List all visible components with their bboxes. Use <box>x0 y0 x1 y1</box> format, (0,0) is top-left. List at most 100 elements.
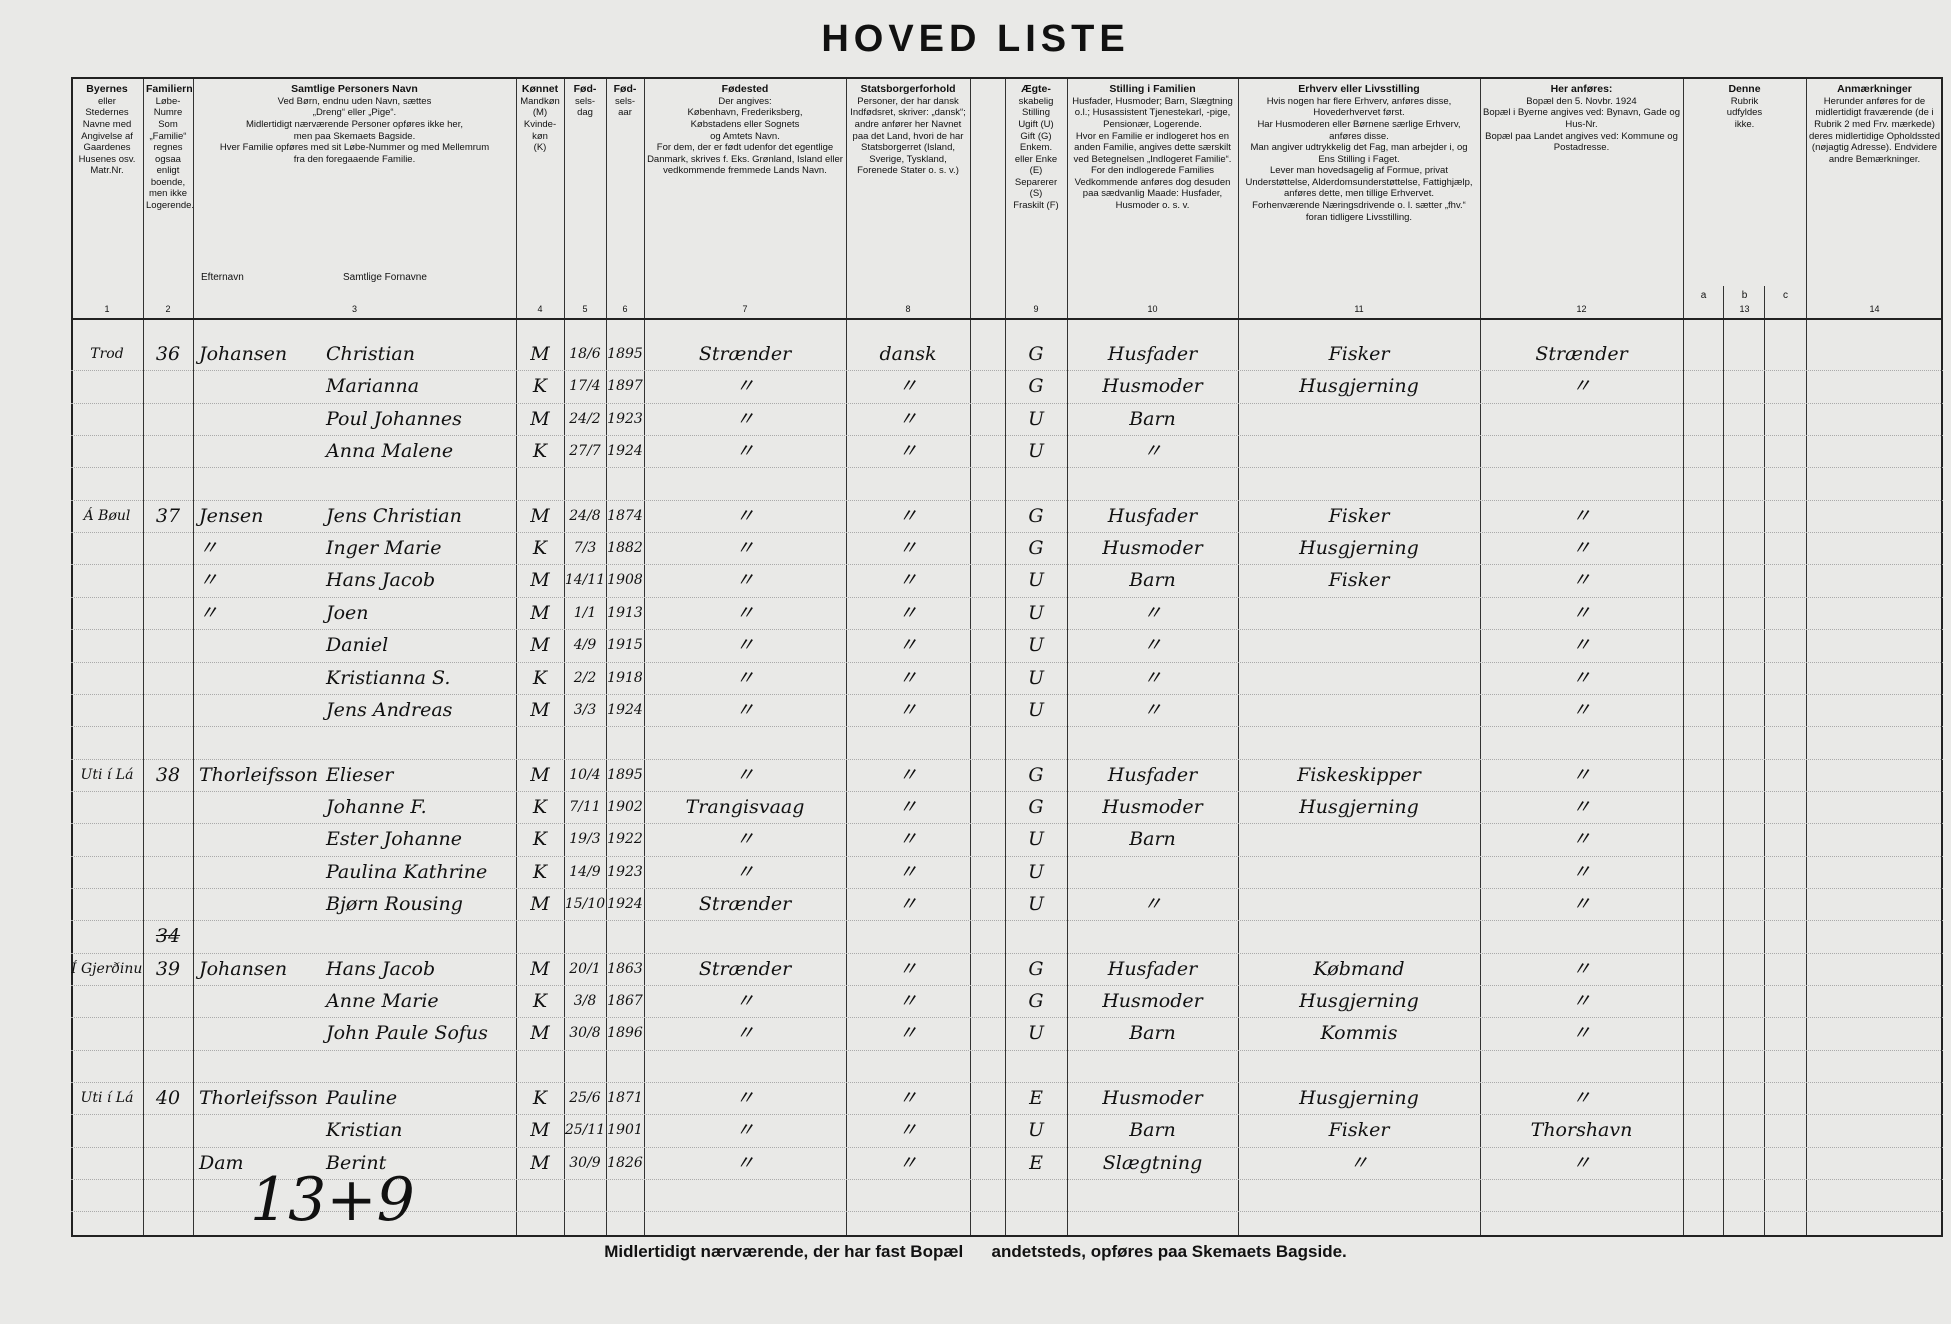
birthplace: 〃 <box>735 601 755 624</box>
family-position: Husfader <box>1107 957 1198 980</box>
row-line <box>71 564 1943 566</box>
birth-year: 1918 <box>607 669 643 686</box>
sex: K <box>532 795 548 818</box>
birthplace: 〃 <box>735 537 755 560</box>
marital-status: G <box>1028 375 1044 398</box>
sex: K <box>532 990 548 1012</box>
birth-year: 1874 <box>607 507 643 524</box>
row-line <box>71 920 1943 922</box>
citizenship: 〃 <box>898 698 918 721</box>
sex: K <box>532 537 548 560</box>
family-position: Husmoder <box>1102 1087 1203 1110</box>
marital-status: U <box>1027 892 1044 915</box>
birthplace: 〃 <box>735 375 755 398</box>
birthplace: Strænder <box>698 957 792 980</box>
residence: 〃 <box>1571 375 1591 398</box>
birthplace: 〃 <box>735 990 755 1012</box>
birthplace: 〃 <box>735 569 755 592</box>
marital-status: U <box>1027 440 1044 463</box>
residence: 〃 <box>1571 1151 1591 1174</box>
marital-status: U <box>1027 634 1044 657</box>
row-line <box>71 1146 1943 1148</box>
residence: 〃 <box>1571 892 1591 915</box>
row-line <box>71 1211 1943 1213</box>
column-line <box>1723 286 1724 1235</box>
citizenship: 〃 <box>898 569 918 592</box>
column-line <box>606 79 607 1235</box>
given-names: Anne Marie <box>326 990 439 1012</box>
residence: 〃 <box>1571 666 1591 689</box>
occupation: Fisker <box>1328 504 1390 527</box>
citizenship: 〃 <box>898 828 918 851</box>
column-header: Denne Rubrik udfyldes ikke. <box>1726 83 1763 130</box>
family-number: 37 <box>155 504 181 527</box>
row-line <box>71 1179 1943 1181</box>
occupation: Kommis <box>1320 1022 1398 1045</box>
residence: 〃 <box>1571 569 1591 592</box>
occupation: Husgjerning <box>1299 375 1419 398</box>
row-line <box>71 499 1943 501</box>
birth-year: 1882 <box>607 540 643 557</box>
birth-day: 7/11 <box>569 798 601 815</box>
residence: 〃 <box>1571 860 1591 883</box>
surname: Johansen <box>199 957 288 980</box>
marital-status: U <box>1027 828 1044 851</box>
column-header: Fød- sels- aar <box>613 83 637 119</box>
column-header: Familiernes Løbe- Numre Som „Familie“ re… <box>146 83 193 211</box>
birth-day: 14/11 <box>564 572 606 589</box>
birth-day: 2/2 <box>573 669 597 686</box>
place-cell: Trod <box>90 346 124 362</box>
occupation: Husgjerning <box>1299 795 1419 818</box>
residence: 〃 <box>1571 698 1591 721</box>
sex: M <box>530 504 550 527</box>
family-position: Husmoder <box>1102 537 1203 560</box>
surname: Jensen <box>199 504 264 527</box>
family-position: Barn <box>1129 407 1176 430</box>
column-header: Her anføres: Bopæl den 5. Novbr. 1924 Bo… <box>1483 83 1680 154</box>
birth-year: 1901 <box>607 1122 643 1139</box>
sex: M <box>530 343 550 365</box>
row-line <box>71 823 1943 825</box>
column-sub-header: Samtlige Fornavne <box>343 272 427 283</box>
residence: 〃 <box>1571 795 1591 818</box>
citizenship: 〃 <box>898 537 918 560</box>
given-names: Bjørn Rousing <box>326 892 463 915</box>
column-number: 5 <box>582 304 588 314</box>
marital-status: U <box>1027 666 1044 689</box>
column-header: Fødested Der angives: København, Frederi… <box>647 83 843 177</box>
family-position: Barn <box>1129 828 1176 851</box>
column-header: Ægte- skabelig Stilling Ugift (U) Gift (… <box>1013 83 1059 211</box>
column-line <box>1238 79 1239 1235</box>
birth-day: 10/4 <box>569 766 601 783</box>
given-names: Daniel <box>326 634 389 657</box>
citizenship: 〃 <box>898 601 918 624</box>
occupation: Fisker <box>1328 343 1390 365</box>
row-line <box>71 726 1943 728</box>
tally-note: 13+9 <box>250 1165 415 1235</box>
birth-day: 25/11 <box>564 1122 606 1139</box>
residence: 〃 <box>1571 537 1591 560</box>
birth-day: 7/3 <box>573 540 597 557</box>
family-position: Barn <box>1129 1022 1176 1045</box>
residence: Thorshavn <box>1530 1119 1633 1142</box>
sex: M <box>530 601 550 624</box>
row-line <box>71 596 1943 598</box>
marital-status: U <box>1027 1022 1044 1045</box>
citizenship: 〃 <box>898 795 918 818</box>
birth-year: 1897 <box>607 378 643 395</box>
marital-status: U <box>1027 407 1044 430</box>
residence: 〃 <box>1571 1022 1591 1045</box>
footer-note: Midlertidigt nærværende, der har fast Bo… <box>604 1242 1347 1261</box>
surname: Johansen <box>199 343 288 365</box>
column-sub-header: b <box>1741 290 1748 301</box>
column-number: 10 <box>1147 304 1158 314</box>
birth-day: 19/3 <box>569 831 601 848</box>
birth-year: 1923 <box>607 410 643 427</box>
marital-status: U <box>1027 601 1044 624</box>
residence: 〃 <box>1571 990 1591 1012</box>
row-line <box>71 402 1943 404</box>
birth-day: 25/6 <box>569 1090 601 1107</box>
birth-day: 27/7 <box>569 443 601 460</box>
given-names: Berint <box>326 1151 387 1174</box>
